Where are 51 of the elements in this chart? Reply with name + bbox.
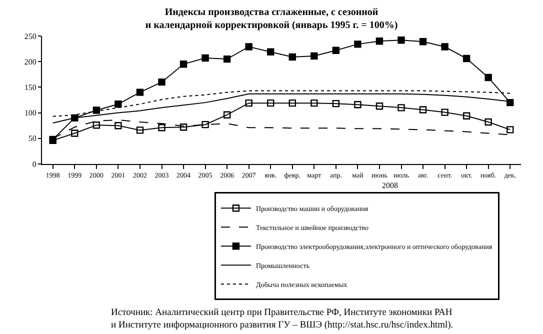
chart-title: Индексы производства сглаженные, с сезонной и календарной корректировкой (январь 1995 г. = 100%)	[145, 7, 398, 32]
point	[202, 54, 209, 62]
text: 2008	[382, 181, 398, 190]
point	[92, 121, 100, 129]
point	[354, 40, 362, 48]
point	[267, 48, 274, 56]
point	[462, 112, 470, 120]
y-tick-label: 0	[32, 160, 36, 169]
point	[158, 124, 166, 132]
point	[92, 106, 100, 114]
text: Источник: Аналитический центр при Правительстве РФ, Институте экономики РАН и Институте информационного развития ГУ – ВШЭ (http://stat.hsc.ru/hsc/index.html).	[111, 308, 454, 330]
point	[484, 118, 492, 126]
point	[398, 104, 405, 112]
y-tick-label: 150	[24, 83, 36, 92]
y-tick-label: 50	[28, 134, 36, 144]
point	[310, 99, 318, 107]
point	[114, 100, 122, 108]
point	[376, 102, 384, 110]
point	[267, 99, 274, 107]
point	[462, 54, 470, 62]
point	[376, 38, 384, 45]
point	[484, 74, 492, 82]
point	[71, 130, 78, 137]
point	[180, 60, 188, 68]
point	[288, 53, 296, 61]
point	[332, 46, 340, 54]
point	[398, 36, 405, 44]
point	[136, 88, 144, 96]
point	[245, 99, 252, 107]
point	[136, 126, 144, 134]
y-tick-label: 100	[24, 108, 36, 118]
point	[202, 120, 209, 128]
point	[288, 99, 296, 107]
point	[419, 38, 427, 46]
point	[506, 98, 514, 106]
point	[245, 43, 252, 50]
point	[158, 78, 166, 86]
point	[71, 114, 78, 122]
point	[223, 111, 231, 118]
y-tick-label: 200	[24, 57, 36, 66]
point	[419, 106, 427, 114]
point	[114, 122, 122, 130]
point	[506, 126, 514, 134]
y-tick-label: 250	[24, 32, 36, 41]
point	[354, 101, 362, 108]
point	[441, 108, 448, 116]
point	[441, 43, 448, 50]
point	[332, 100, 340, 108]
point	[223, 55, 231, 63]
point	[180, 124, 188, 131]
point	[310, 52, 318, 60]
